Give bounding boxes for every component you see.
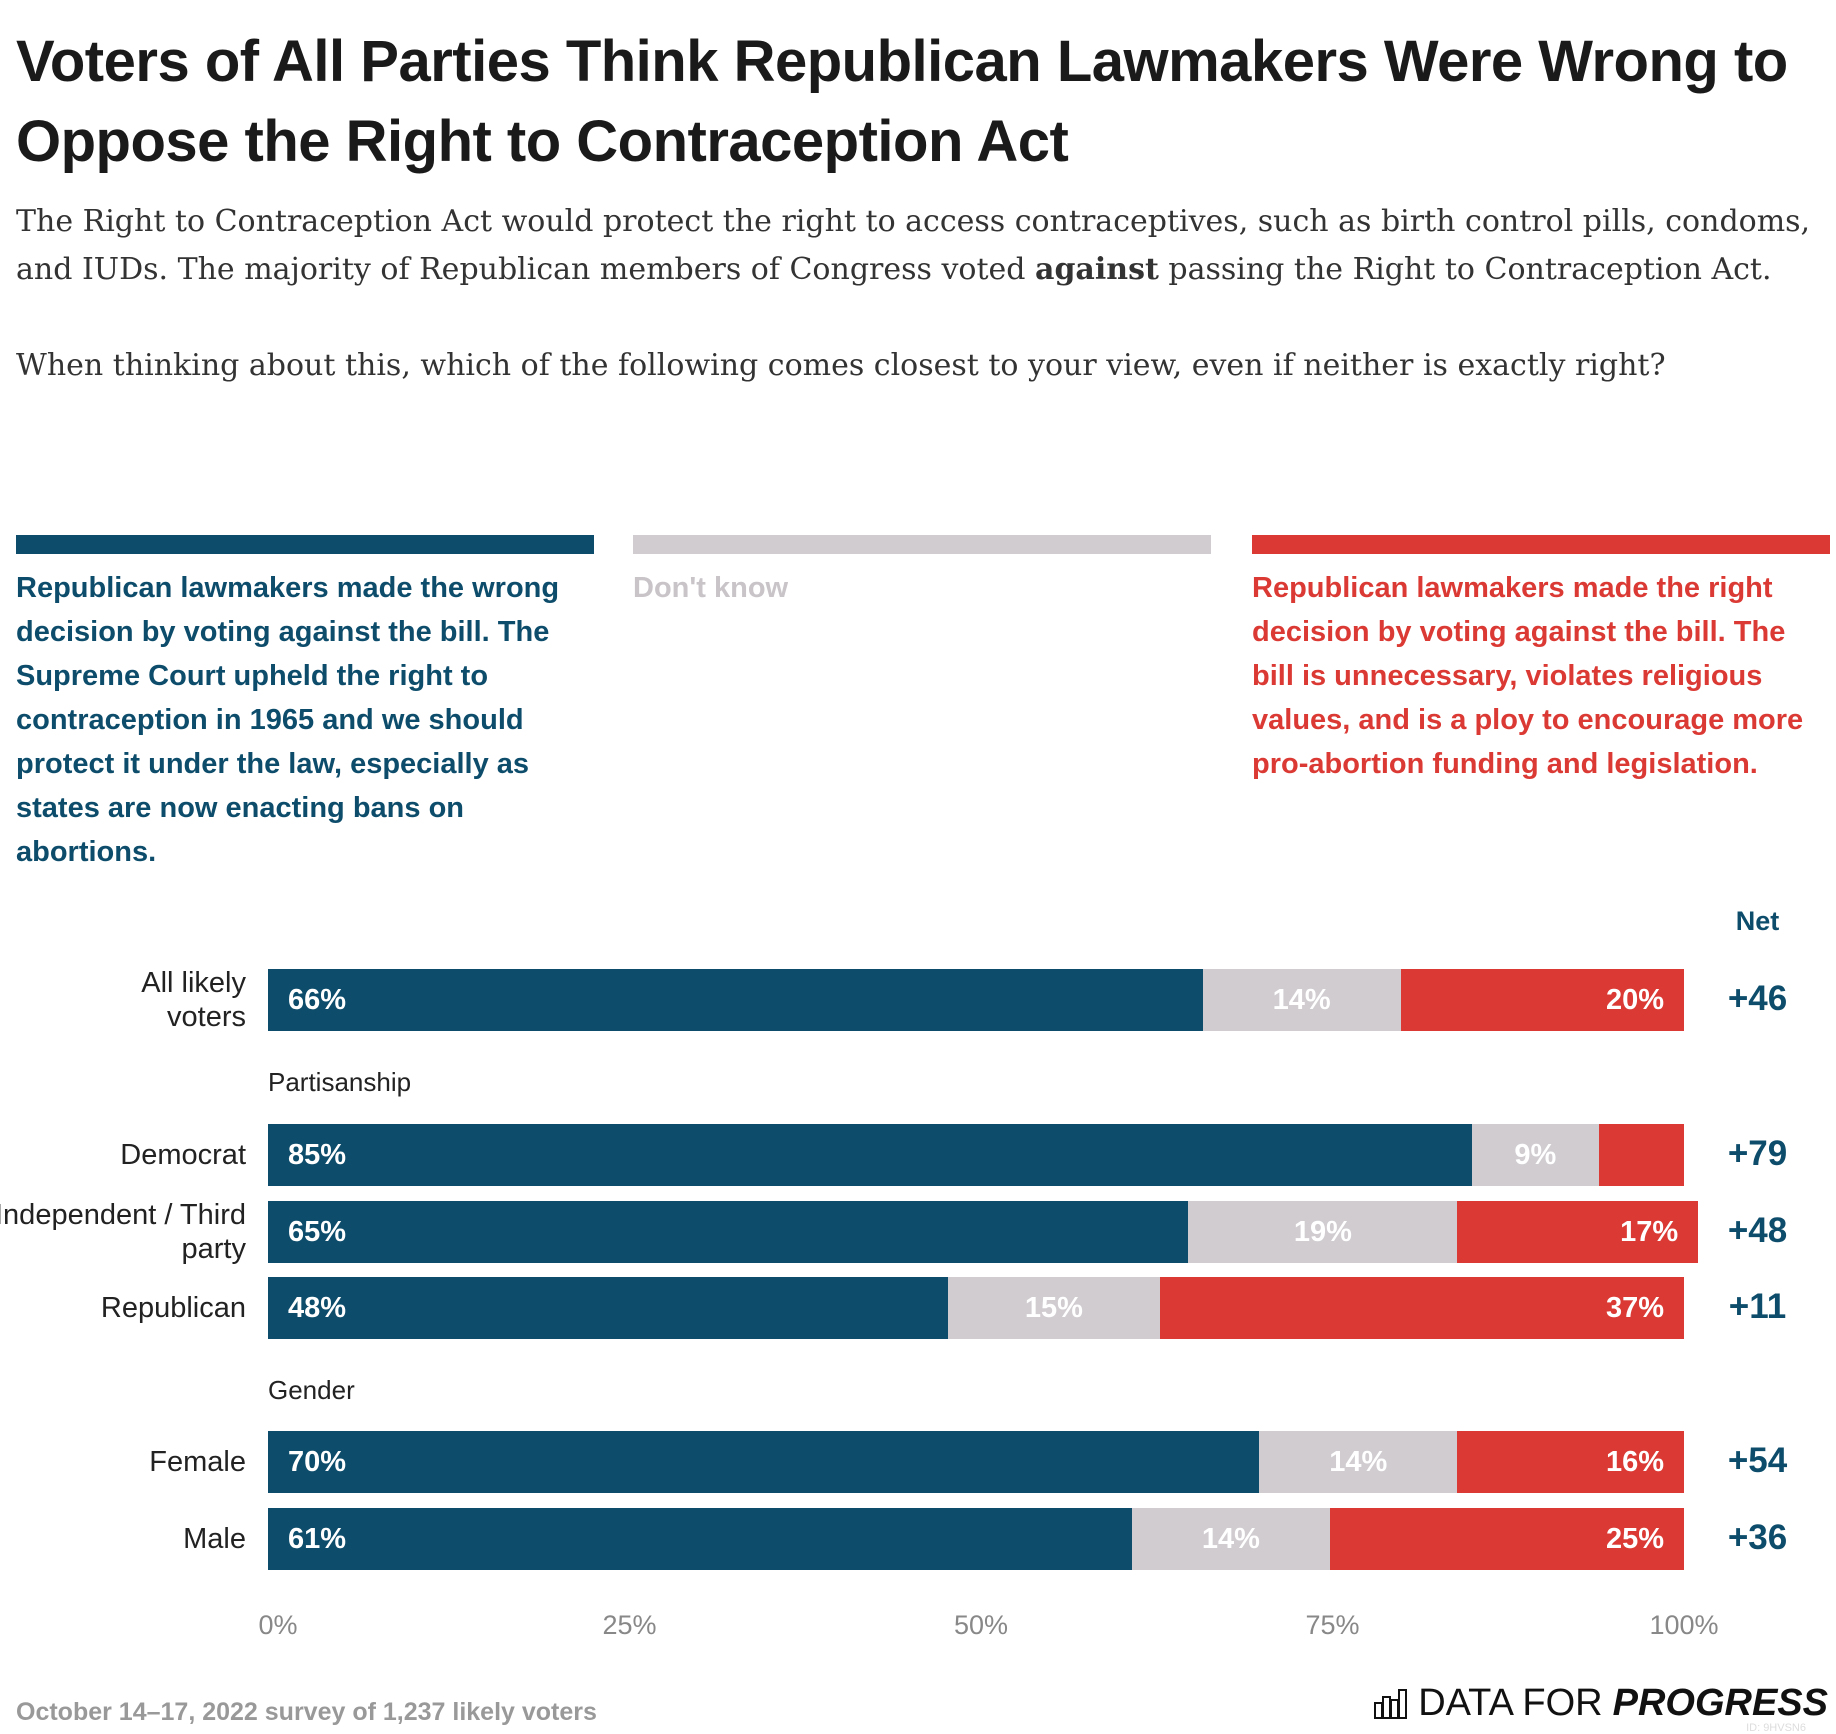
- x-tick-label: 25%: [602, 1610, 657, 1640]
- bar-segment-dontknow: 15%: [947, 1277, 1161, 1339]
- data-label: 25%: [1605, 1522, 1664, 1555]
- subtitle-text: The Right to Contraception Act would pro…: [16, 204, 1811, 287]
- row-label: Female: [149, 1446, 246, 1478]
- x-tick-label: 100%: [1649, 1610, 1719, 1640]
- data-label: 15%: [1024, 1291, 1083, 1324]
- bar-segment-wrong: 61%: [268, 1508, 1132, 1570]
- bar-segment-dontknow: 19%: [1188, 1201, 1458, 1263]
- data-label: 14%: [1201, 1522, 1260, 1555]
- bar-chart-icon: [1374, 1688, 1408, 1719]
- bar-segment-wrong: 70%: [268, 1431, 1260, 1493]
- row-label: Male: [183, 1523, 246, 1555]
- data-label: 20%: [1605, 983, 1664, 1016]
- net-value: +54: [1727, 1441, 1788, 1480]
- legend-label: Republican lawmakers made the wrong deci…: [16, 572, 560, 868]
- chart-title: Voters of All Parties Think Republican L…: [16, 29, 1788, 174]
- data-label: 16%: [1605, 1445, 1664, 1478]
- x-tick-label: 75%: [1305, 1610, 1360, 1640]
- logo-text: DATA FOR: [1418, 1682, 1603, 1724]
- bar-segment-right: 17%: [1457, 1201, 1699, 1263]
- data-label: 85%: [288, 1138, 347, 1171]
- data-label: 48%: [288, 1291, 347, 1324]
- data-label: 17%: [1620, 1215, 1679, 1248]
- x-tick-label: 50%: [953, 1610, 1009, 1640]
- subtitle-bold: against: [1035, 252, 1159, 287]
- section-label: Partisanship: [268, 1067, 412, 1097]
- bar-segment-wrong: 48%: [268, 1277, 948, 1339]
- data-label: 70%: [288, 1445, 347, 1478]
- bar-segment-dontknow: 14%: [1259, 1431, 1458, 1493]
- data-label: 61%: [288, 1522, 347, 1555]
- row-label: Democrat: [120, 1139, 246, 1171]
- net-value: +46: [1727, 979, 1788, 1018]
- net-value: +11: [1728, 1287, 1787, 1326]
- net-value: +79: [1727, 1134, 1788, 1173]
- net-header: Net: [1735, 906, 1780, 936]
- logo: DATA FOR PROGRESS: [1374, 1682, 1828, 1725]
- net-value: +36: [1727, 1518, 1788, 1557]
- bar-segment-right: 37%: [1160, 1277, 1684, 1339]
- bar-segment-dontknow: 14%: [1131, 1508, 1330, 1570]
- x-tick-label: 0%: [258, 1610, 298, 1640]
- legend-label: Don't know: [633, 572, 789, 604]
- legend-wrong: Republican lawmakers made the wrong deci…: [16, 535, 594, 874]
- net-value: +48: [1727, 1211, 1788, 1250]
- legend-label: Republican lawmakers made the right deci…: [1252, 572, 1804, 780]
- bar-segment-wrong: 66%: [268, 969, 1203, 1031]
- row-label: All likely voters: [141, 967, 246, 1033]
- section-label: Gender: [268, 1375, 355, 1405]
- data-label: 9%: [1514, 1138, 1557, 1171]
- data-label: 37%: [1605, 1291, 1664, 1324]
- data-label: 14%: [1272, 983, 1331, 1016]
- legend-right: Republican lawmakers made the right deci…: [1252, 535, 1830, 786]
- question-text: When thinking about this, which of the f…: [16, 348, 1666, 383]
- row-label: Independent / Third party: [0, 1199, 246, 1265]
- bar-segment-right: [1599, 1124, 1684, 1186]
- data-label: 19%: [1293, 1215, 1352, 1248]
- bar-segment-wrong: 85%: [268, 1124, 1472, 1186]
- bar-segment-wrong: 65%: [268, 1201, 1189, 1263]
- row-label: Republican: [100, 1292, 246, 1324]
- legend-dontknow: Don't know: [633, 535, 1211, 610]
- data-label: 66%: [288, 983, 347, 1016]
- chart-subtitle: The Right to Contraception Act would pro…: [16, 198, 1816, 438]
- footer-source: October 14–17, 2022 survey of 1,237 like…: [16, 1698, 597, 1726]
- bar-segment-dontknow: 14%: [1202, 969, 1401, 1031]
- data-label: 65%: [288, 1215, 347, 1248]
- chart-id: ID: 9HVSN6: [1746, 1722, 1806, 1734]
- bar-segment-dontknow: 9%: [1471, 1124, 1600, 1186]
- bar-segment-right: 16%: [1457, 1431, 1684, 1493]
- subtitle-text: passing the Right to Contraception Act.: [1158, 252, 1772, 287]
- data-label: 14%: [1329, 1445, 1388, 1478]
- bar-segment-right: 20%: [1400, 969, 1684, 1031]
- bar-segment-right: 25%: [1330, 1508, 1684, 1570]
- logo-text-bold: PROGRESS: [1612, 1682, 1828, 1724]
